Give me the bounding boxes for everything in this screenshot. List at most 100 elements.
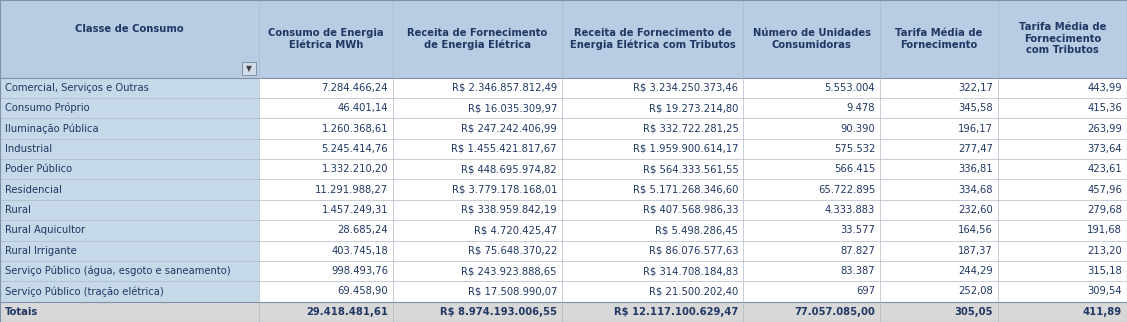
- Bar: [0, 220, 258, 241]
- Text: 11.291.988,27: 11.291.988,27: [314, 185, 388, 194]
- Text: Receita de Fornecimento
de Energia Elétrica: Receita de Fornecimento de Energia Elétr…: [407, 28, 548, 50]
- Bar: [0, 200, 258, 220]
- Text: R$ 448.695.974,82: R$ 448.695.974,82: [461, 164, 557, 174]
- Text: 1.332.210,20: 1.332.210,20: [321, 164, 388, 174]
- Text: 575.532: 575.532: [834, 144, 876, 154]
- Text: R$ 4.720.425,47: R$ 4.720.425,47: [473, 225, 557, 235]
- Text: R$ 314.708.184,83: R$ 314.708.184,83: [644, 266, 738, 276]
- Bar: [0, 0, 258, 78]
- Bar: [258, 241, 393, 261]
- Bar: [258, 78, 393, 98]
- Text: 263,99: 263,99: [1088, 124, 1122, 134]
- Bar: [562, 0, 744, 78]
- Text: 83.387: 83.387: [841, 266, 876, 276]
- Bar: [880, 281, 997, 302]
- Bar: [258, 261, 393, 281]
- Text: 164,56: 164,56: [958, 225, 993, 235]
- Bar: [880, 78, 997, 98]
- Bar: [997, 118, 1127, 139]
- Bar: [393, 159, 562, 179]
- Text: 65.722.895: 65.722.895: [818, 185, 876, 194]
- Text: R$ 21.500.202,40: R$ 21.500.202,40: [649, 287, 738, 297]
- Bar: [393, 78, 562, 98]
- Bar: [880, 139, 997, 159]
- Bar: [880, 98, 997, 118]
- Bar: [393, 241, 562, 261]
- Text: 998.493,76: 998.493,76: [331, 266, 388, 276]
- Text: 33.577: 33.577: [841, 225, 876, 235]
- Bar: [880, 241, 997, 261]
- Bar: [258, 281, 393, 302]
- Bar: [997, 0, 1127, 78]
- Bar: [393, 220, 562, 241]
- Text: 279,68: 279,68: [1088, 205, 1122, 215]
- Text: 213,20: 213,20: [1088, 246, 1122, 256]
- Text: 309,54: 309,54: [1088, 287, 1122, 297]
- Bar: [562, 241, 744, 261]
- Text: 411,89: 411,89: [1083, 307, 1122, 317]
- Bar: [997, 302, 1127, 322]
- Text: 187,37: 187,37: [958, 246, 993, 256]
- Text: R$ 5.498.286,45: R$ 5.498.286,45: [656, 225, 738, 235]
- Text: Serviço Público (água, esgoto e saneamento): Serviço Público (água, esgoto e saneamen…: [5, 266, 231, 276]
- Text: 697: 697: [857, 287, 876, 297]
- Text: Consumo Próprio: Consumo Próprio: [5, 103, 90, 113]
- Text: 315,18: 315,18: [1088, 266, 1122, 276]
- Bar: [393, 179, 562, 200]
- Bar: [562, 302, 744, 322]
- Bar: [744, 261, 880, 281]
- Bar: [880, 261, 997, 281]
- Bar: [0, 78, 258, 98]
- Text: R$ 5.171.268.346,60: R$ 5.171.268.346,60: [633, 185, 738, 194]
- Bar: [258, 220, 393, 241]
- Text: 345,58: 345,58: [958, 103, 993, 113]
- Text: 9.478: 9.478: [846, 103, 876, 113]
- Bar: [0, 241, 258, 261]
- Bar: [744, 302, 880, 322]
- Bar: [0, 179, 258, 200]
- Text: R$ 75.648.370,22: R$ 75.648.370,22: [468, 246, 557, 256]
- Bar: [258, 139, 393, 159]
- Text: 403.745,18: 403.745,18: [331, 246, 388, 256]
- Bar: [0, 159, 258, 179]
- Text: 28.685,24: 28.685,24: [337, 225, 388, 235]
- Text: 336,81: 336,81: [958, 164, 993, 174]
- Text: R$ 247.242.406,99: R$ 247.242.406,99: [461, 124, 557, 134]
- Text: R$ 338.959.842,19: R$ 338.959.842,19: [461, 205, 557, 215]
- Bar: [744, 220, 880, 241]
- Bar: [393, 118, 562, 139]
- Text: Rural Aquicultor: Rural Aquicultor: [5, 225, 86, 235]
- Bar: [997, 281, 1127, 302]
- Bar: [258, 118, 393, 139]
- Bar: [562, 78, 744, 98]
- Text: 29.418.481,61: 29.418.481,61: [307, 307, 388, 317]
- Bar: [0, 98, 258, 118]
- Text: 277,47: 277,47: [958, 144, 993, 154]
- Bar: [393, 0, 562, 78]
- Bar: [997, 139, 1127, 159]
- Bar: [744, 98, 880, 118]
- Text: R$ 1.455.421.817,67: R$ 1.455.421.817,67: [452, 144, 557, 154]
- Bar: [880, 118, 997, 139]
- Text: Comercial, Serviços e Outras: Comercial, Serviços e Outras: [5, 83, 149, 93]
- Text: Residencial: Residencial: [5, 185, 62, 194]
- Text: 7.284.466,24: 7.284.466,24: [321, 83, 388, 93]
- Text: 566.415: 566.415: [834, 164, 876, 174]
- Text: 443,99: 443,99: [1088, 83, 1122, 93]
- Text: R$ 1.959.900.614,17: R$ 1.959.900.614,17: [633, 144, 738, 154]
- Bar: [880, 0, 997, 78]
- Text: R$ 19.273.214,80: R$ 19.273.214,80: [649, 103, 738, 113]
- Bar: [562, 220, 744, 241]
- Text: R$ 564.333.561,55: R$ 564.333.561,55: [642, 164, 738, 174]
- Bar: [258, 159, 393, 179]
- Bar: [393, 139, 562, 159]
- Bar: [258, 200, 393, 220]
- Text: Número de Unidades
Consumidoras: Número de Unidades Consumidoras: [753, 28, 871, 50]
- Bar: [393, 281, 562, 302]
- Text: 244,29: 244,29: [958, 266, 993, 276]
- Bar: [744, 78, 880, 98]
- Text: ▼: ▼: [246, 63, 251, 72]
- Bar: [744, 241, 880, 261]
- Bar: [258, 302, 393, 322]
- Bar: [997, 241, 1127, 261]
